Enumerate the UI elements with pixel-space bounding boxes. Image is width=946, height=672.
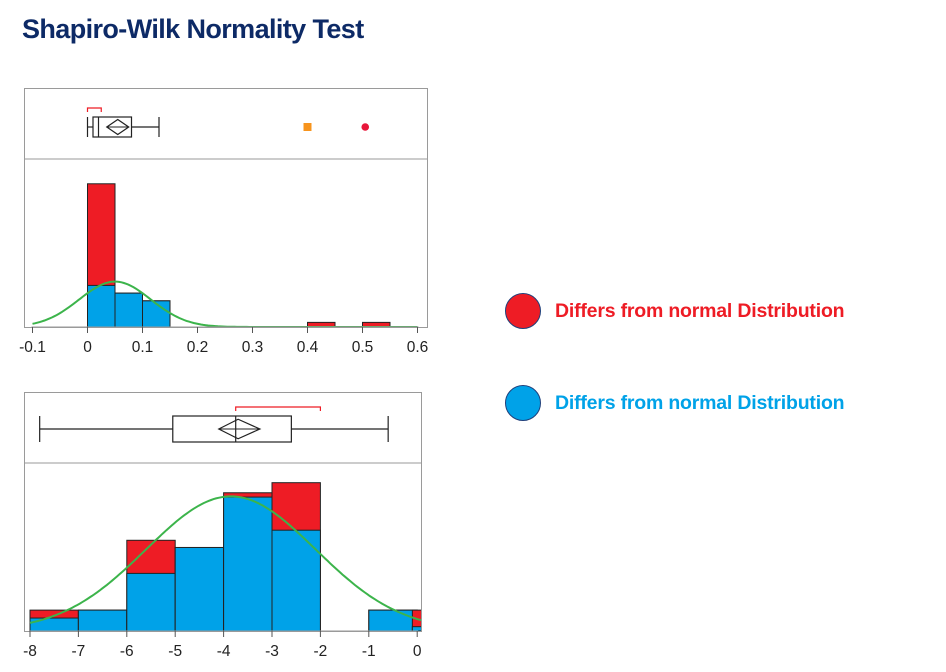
chart-2-x-tick-label-3: -5 [168,643,182,660]
chart-2-x-tick-label-0: -8 [23,643,37,660]
chart-2-bar-fitted-1 [77,609,128,631]
chart-2-axis: -8 -7 -6 -5 -4 -3 -2 -1 0 [23,630,422,660]
legend-item-red: Differs from normal Distribution [505,293,845,329]
chart-2-bars [29,482,421,631]
chart-2-x-tick-label-6: -2 [314,643,328,660]
chart-1-x-tick-label-5: 0.4 [297,339,319,356]
page-title: Shapiro-Wilk Normality Test [22,14,364,44]
chart-1-bar-fitted-1 [114,292,143,327]
chart-1-outlier-1 [361,123,370,131]
chart-2-bar-fitted-5 [271,529,321,631]
chart-2-x-tick-label-5: -3 [265,643,279,660]
chart-2-normal-curve [29,495,421,624]
chart-1-bar-fitted-0 [87,284,116,327]
chart-1-x-tick-label-6: 0.5 [352,339,374,356]
chart-2-bar-fitted-6 [368,609,418,631]
chart-1-bar-observed-4 [362,321,391,327]
chart-2-svg [25,406,421,631]
legend-red-swatch [505,293,541,329]
legend-blue-swatch [505,385,541,421]
chart-2-bar-fitted-4 [223,496,273,631]
chart-1-x-tick-label-3: 0.2 [187,339,209,356]
legend-red-label: Differs from normal Distribution [555,299,845,322]
chart-2-bar-fitted-2 [126,572,176,631]
chart-1-x-tick-label-1: 0 [83,339,92,356]
chart-2-bar-fitted-3 [174,546,225,631]
legend-blue-label: Differs from normal Distribution [555,391,845,414]
chart-2-boxplot [39,406,389,443]
chart-2-bar-observed-7 [411,609,421,631]
chart-2-x-tick-label-4: -4 [217,643,231,660]
chart-1-bar-observed-3 [307,321,336,327]
chart-2-panel [24,392,422,632]
chart-2-x-tick-label-1: -7 [72,643,86,660]
chart-1-x-tick-label-2: 0.1 [132,339,154,356]
chart-1-shortest-half [86,107,102,112]
chart-2-x-tick-label-2: -6 [120,643,134,660]
chart-1-panel [24,88,428,328]
chart-1-bar-fitted-2 [142,300,171,327]
chart-1-bars [87,183,391,327]
chart-1-outlier-0 [303,123,312,131]
chart-1-x-tick-label-0: -0.1 [19,339,46,356]
chart-1-axis: -0.1 0 0.1 0.2 0.3 0.4 0.5 0.6 [19,326,429,356]
chart-1-svg [25,107,427,327]
chart-2-shortest-half [235,406,321,411]
chart-2-x-tick-label-7: -1 [362,643,376,660]
chart-1-x-tick-label-4: 0.3 [242,339,264,356]
chart-1-x-tick-label-7: 0.6 [407,339,429,356]
chart-1-boxplot [86,107,370,138]
chart-2-x-tick-label-8: 0 [413,643,422,660]
legend-item-blue: Differs from normal Distribution [505,385,845,421]
chart-2-bar-fitted-7 [411,626,421,631]
